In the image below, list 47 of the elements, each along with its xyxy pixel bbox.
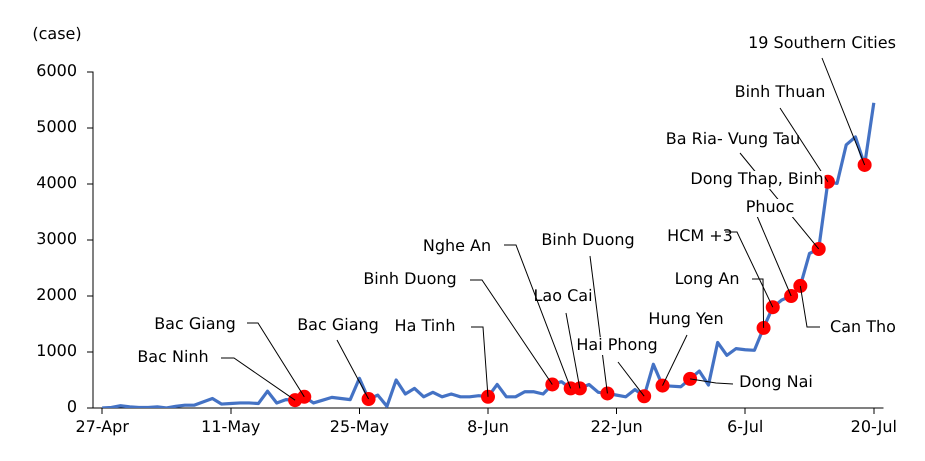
y-tick-label: 0 [66, 397, 77, 416]
x-tick-label: 27-Apr [75, 417, 130, 436]
point [756, 320, 771, 335]
point [362, 392, 376, 406]
annotation: Hung Yen [648, 309, 724, 328]
annotation: HCM +3 [667, 226, 733, 246]
x-tick-label: 20-Jul [850, 417, 897, 436]
point [600, 386, 614, 400]
annotation: Can Tho [830, 317, 896, 336]
y-tick-label: 3000 [36, 229, 77, 248]
annotation: Dong Thap, Binh Phuoc [690, 169, 824, 216]
x-tick-label: 8-Jun [467, 417, 509, 436]
annotation: Ba Ria- Vung Tau [666, 129, 800, 148]
annotation: 19 Southern Cities [748, 33, 896, 52]
point [545, 377, 560, 392]
point [858, 158, 872, 172]
point [784, 289, 798, 303]
x-tick-label: 6-Jul [727, 417, 764, 436]
annotation: Ha Tinh [394, 316, 456, 336]
y-tick-label: 2000 [36, 285, 77, 304]
annotation: Lao Cai [533, 286, 593, 306]
point [766, 300, 780, 314]
point [683, 372, 698, 386]
annotation: Bac Giang [297, 315, 379, 334]
point [637, 389, 652, 404]
annotation: Hai Phong [576, 335, 658, 354]
annotation: Long An [674, 269, 740, 288]
point [656, 378, 670, 393]
point [812, 242, 826, 256]
x-tick-label: 11-May [201, 417, 260, 436]
y-tick-label: 4000 [36, 173, 77, 192]
annotation: Dong Nai [739, 372, 813, 392]
point [481, 390, 495, 404]
annotation: Binh Duong [541, 230, 635, 250]
y-tick-label: 1000 [36, 341, 77, 360]
y-tick-label: 5000 [36, 117, 77, 136]
x-tick-label: 25-May [330, 417, 390, 436]
x-tick-label: 22-Jun [590, 417, 643, 436]
annotation: Bac Giang [154, 314, 236, 334]
annotation: Nghe An [422, 236, 492, 256]
annotation: Binh Duong [363, 269, 457, 288]
annotation: Bac Ninh [137, 347, 209, 366]
point [793, 278, 808, 293]
point [297, 390, 312, 404]
y-tick-label: 6000 [36, 61, 77, 80]
y-axis-title: (case) [32, 24, 82, 44]
annotation: Binh Thuan [734, 82, 826, 102]
